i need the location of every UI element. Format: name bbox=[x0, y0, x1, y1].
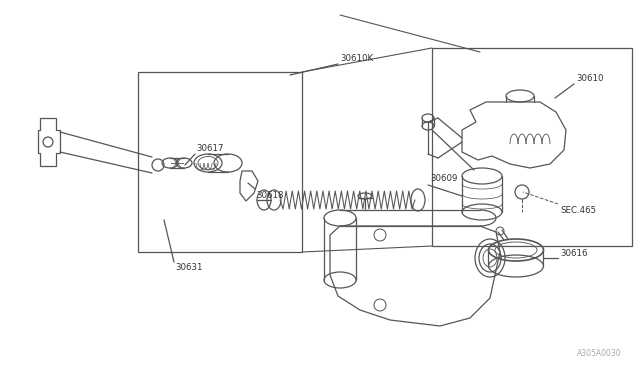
Text: 30616: 30616 bbox=[560, 250, 588, 259]
Text: 30618: 30618 bbox=[256, 190, 284, 199]
Text: 30610: 30610 bbox=[576, 74, 604, 83]
Text: 30631: 30631 bbox=[175, 263, 202, 273]
Text: 30610K: 30610K bbox=[340, 54, 373, 62]
Bar bbox=[432, 48, 632, 246]
Text: 30617: 30617 bbox=[196, 144, 223, 153]
Text: 30609: 30609 bbox=[430, 173, 458, 183]
Text: A305A0030: A305A0030 bbox=[577, 349, 622, 358]
Text: SEC.465: SEC.465 bbox=[560, 205, 596, 215]
